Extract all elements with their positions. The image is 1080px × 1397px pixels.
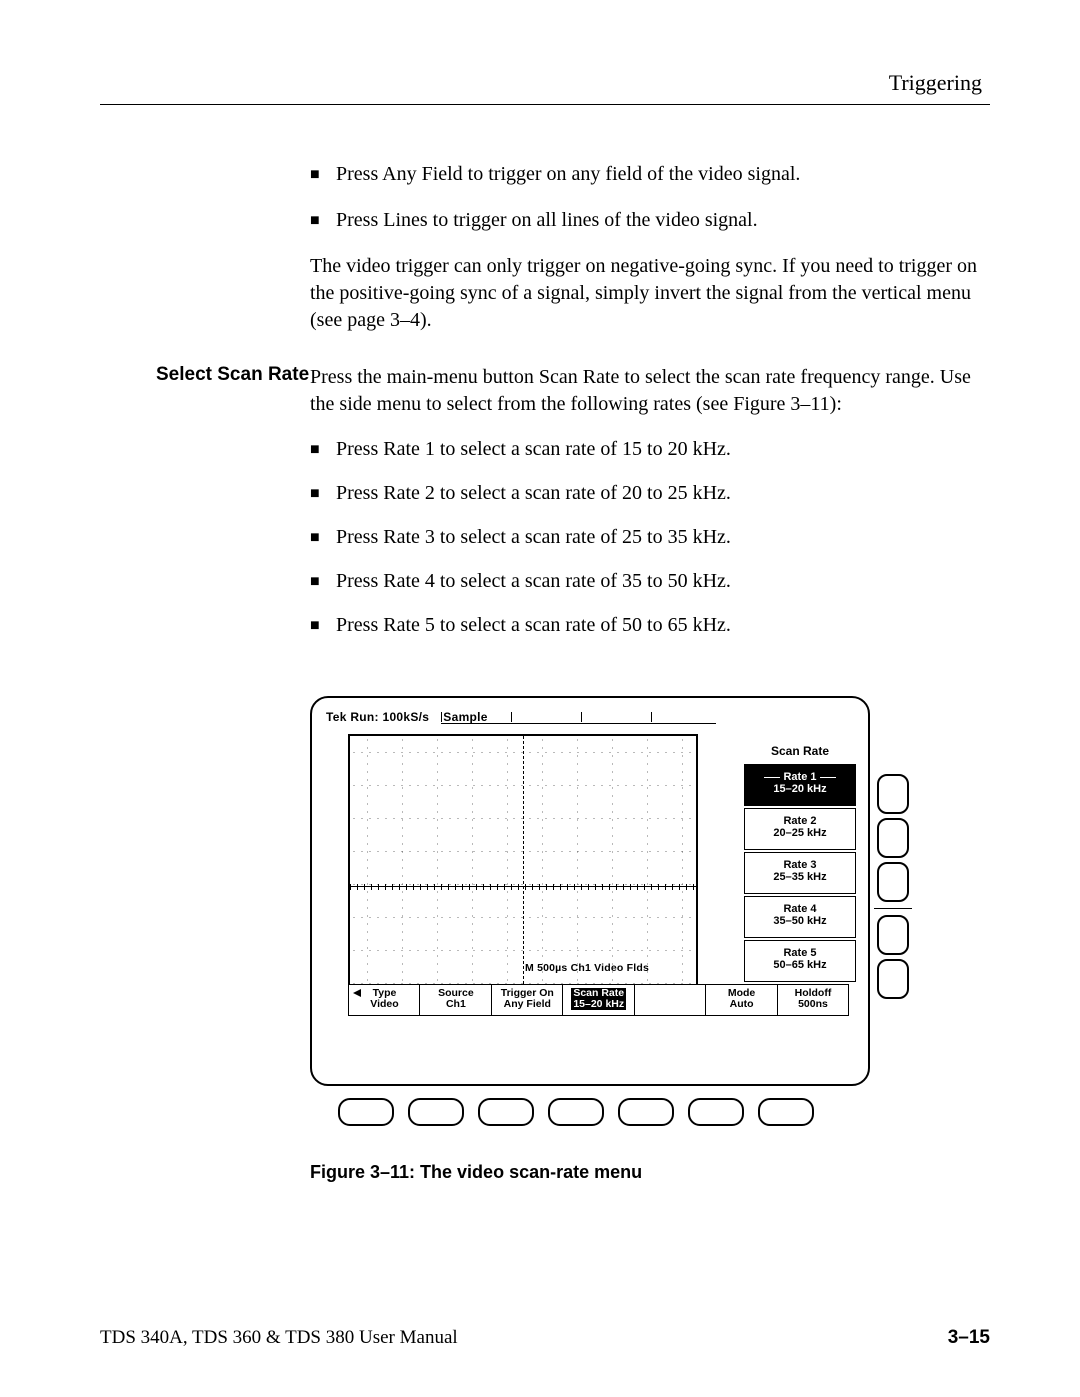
mm-scan-rate[interactable]: Scan Rate15–20 kHz bbox=[562, 984, 635, 1016]
rate-bullet-text: Press Rate 4 to select a scan rate of 35… bbox=[336, 568, 731, 595]
bullet-icon: ■ bbox=[310, 161, 336, 189]
intro-bullet: ■ Press Any Field to trigger on any fiel… bbox=[310, 161, 990, 189]
phys-main-btn[interactable] bbox=[688, 1098, 744, 1126]
phys-side-btn[interactable] bbox=[877, 915, 909, 955]
footer-page-number: 3–15 bbox=[948, 1327, 990, 1349]
intro-block: ■ Press Any Field to trigger on any fiel… bbox=[310, 161, 990, 334]
phys-main-btn[interactable] bbox=[548, 1098, 604, 1126]
mm-source[interactable]: SourceCh1 bbox=[419, 984, 492, 1016]
phys-main-btn[interactable] bbox=[758, 1098, 814, 1126]
oscilloscope-figure: Tek Run: 100kS/s Sample M 500µs Ch1 Vide… bbox=[310, 696, 870, 1183]
bullet-icon: ■ bbox=[310, 436, 336, 464]
physical-side-buttons bbox=[877, 774, 912, 999]
rate-bullet-text: Press Rate 5 to select a scan rate of 50… bbox=[336, 612, 731, 639]
phys-side-btn[interactable] bbox=[877, 862, 909, 902]
rate-bullet: ■ Press Rate 2 to select a scan rate of … bbox=[310, 480, 990, 508]
side-btn-rate2[interactable]: Rate 220–25 kHz bbox=[744, 808, 856, 850]
scope-side-menu: Scan Rate Rate 1 15–20 kHz Rate 220–25 k… bbox=[744, 744, 856, 984]
side-btn-rate1[interactable]: Rate 1 15–20 kHz bbox=[744, 764, 856, 806]
rate-bullet: ■ Press Rate 3 to select a scan rate of … bbox=[310, 524, 990, 552]
scope-readout: M 500µs Ch1 Video Flds bbox=[525, 962, 649, 974]
mm-blank[interactable] bbox=[634, 984, 707, 1016]
mm-trigger-on[interactable]: Trigger OnAny Field bbox=[491, 984, 564, 1016]
intro-paragraph: The video trigger can only trigger on ne… bbox=[310, 253, 990, 334]
rate-bullet-text: Press Rate 3 to select a scan rate of 25… bbox=[336, 524, 731, 551]
side-btn-rate4[interactable]: Rate 435–50 kHz bbox=[744, 896, 856, 938]
rate-bullet: ■ Press Rate 1 to select a scan rate of … bbox=[310, 436, 990, 464]
scope-main-menu: TypeVideo SourceCh1 Trigger OnAny Field … bbox=[348, 984, 848, 1016]
rate-bullet-text: Press Rate 1 to select a scan rate of 15… bbox=[336, 436, 731, 463]
mm-type[interactable]: TypeVideo bbox=[348, 984, 421, 1016]
phys-main-btn[interactable] bbox=[478, 1098, 534, 1126]
side-btn-rate5[interactable]: Rate 550–65 kHz bbox=[744, 940, 856, 982]
mm-mode[interactable]: ModeAuto bbox=[705, 984, 778, 1016]
header-rule bbox=[100, 104, 990, 105]
bullet-icon: ■ bbox=[310, 480, 336, 508]
phys-side-btn[interactable] bbox=[877, 818, 909, 858]
section-paragraph: Press the main-menu button Scan Rate to … bbox=[310, 364, 990, 418]
scope-grid: M 500µs Ch1 Video Flds bbox=[348, 734, 698, 996]
side-btn-rate3[interactable]: Rate 325–35 kHz bbox=[744, 852, 856, 894]
phys-main-btn[interactable] bbox=[408, 1098, 464, 1126]
scope-acq-bar bbox=[441, 710, 716, 724]
bullet-icon: ■ bbox=[310, 207, 336, 235]
mm-holdoff[interactable]: Holdoff500ns bbox=[777, 984, 850, 1016]
rate-bullet: ■ Press Rate 5 to select a scan rate of … bbox=[310, 612, 990, 640]
physical-main-buttons bbox=[310, 1098, 870, 1126]
rate-bullet: ■ Press Rate 4 to select a scan rate of … bbox=[310, 568, 990, 596]
phys-main-btn[interactable] bbox=[338, 1098, 394, 1126]
intro-bullet: ■ Press Lines to trigger on all lines of… bbox=[310, 207, 990, 235]
arrow-left-icon bbox=[353, 989, 361, 997]
page-footer: TDS 340A, TDS 360 & TDS 380 User Manual … bbox=[100, 1327, 990, 1349]
scope-run-label: Tek Run: 100kS/s bbox=[326, 710, 429, 724]
bullet-icon: ■ bbox=[310, 524, 336, 552]
figure-caption: Figure 3–11: The video scan-rate menu bbox=[310, 1162, 870, 1183]
phys-side-btn[interactable] bbox=[877, 959, 909, 999]
bullet-icon: ■ bbox=[310, 568, 336, 596]
phys-side-btn[interactable] bbox=[877, 774, 909, 814]
phys-main-btn[interactable] bbox=[618, 1098, 674, 1126]
rate-bullet-text: Press Rate 2 to select a scan rate of 20… bbox=[336, 480, 731, 507]
intro-bullet-text: Press Lines to trigger on all lines of t… bbox=[336, 207, 758, 234]
section-select-scan-rate: Select Scan Rate Press the main-menu but… bbox=[100, 364, 990, 656]
page-header-title: Triggering bbox=[100, 70, 990, 96]
intro-bullet-text: Press Any Field to trigger on any field … bbox=[336, 161, 800, 188]
phys-side-separator bbox=[874, 908, 912, 909]
section-label: Select Scan Rate bbox=[100, 364, 310, 386]
bullet-icon: ■ bbox=[310, 612, 336, 640]
side-menu-title: Scan Rate bbox=[744, 744, 856, 758]
footer-manual-title: TDS 340A, TDS 360 & TDS 380 User Manual bbox=[100, 1327, 458, 1349]
scope-bezel: Tek Run: 100kS/s Sample M 500µs Ch1 Vide… bbox=[310, 696, 870, 1086]
